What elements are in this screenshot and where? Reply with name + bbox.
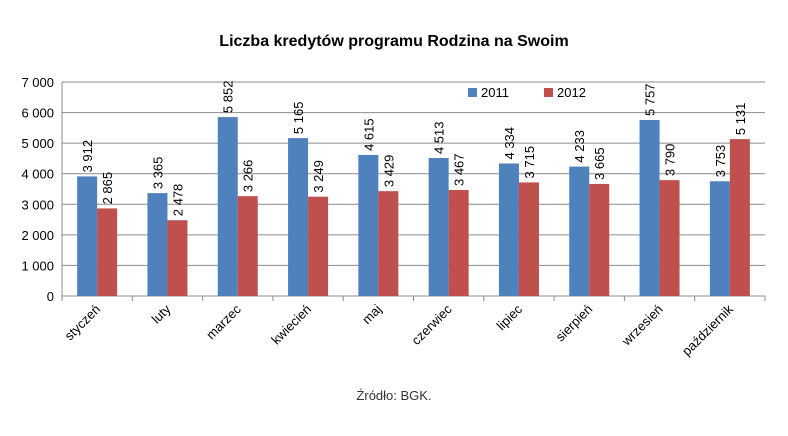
- x-tick-label: czerwiec: [408, 301, 455, 348]
- y-tick-label: 1 000: [21, 258, 54, 273]
- bar-2011: [147, 193, 168, 296]
- bar-2012: [659, 180, 680, 296]
- bar-2011: [569, 166, 590, 296]
- legend-label-2012: 2012: [557, 85, 586, 100]
- y-tick-label: 2 000: [21, 228, 54, 243]
- data-label-2012: 3 790: [663, 144, 678, 177]
- x-tick-label: luty: [149, 301, 174, 326]
- data-label-2012: 3 715: [522, 146, 537, 179]
- data-label-2011: 5 757: [643, 83, 658, 116]
- bar-2012: [378, 191, 399, 296]
- bar-2011: [358, 154, 379, 296]
- bar-2012: [518, 182, 539, 296]
- chart-source: Źródło: BGK.: [356, 388, 432, 403]
- data-label-2012: 5 131: [733, 103, 748, 136]
- bar-2011: [428, 158, 449, 296]
- x-tick-label: sierpień: [553, 302, 596, 345]
- data-label-2011: 3 912: [80, 140, 95, 173]
- data-label-2012: 3 665: [592, 147, 607, 180]
- y-tick-label: 3 000: [21, 197, 54, 212]
- bar-2011: [288, 138, 309, 296]
- data-label-2011: 3 365: [150, 157, 165, 190]
- bar-2012: [167, 220, 188, 296]
- data-label-2012: 3 266: [241, 160, 256, 193]
- data-label-2011: 5 165: [291, 102, 306, 135]
- y-tick-label: 5 000: [21, 136, 54, 151]
- legend-swatch-2012: [544, 88, 553, 97]
- x-tick-label: wrzesień: [618, 302, 666, 350]
- y-tick-label: 4 000: [21, 167, 54, 182]
- data-label-2011: 3 753: [713, 145, 728, 178]
- bar-2012: [237, 196, 258, 296]
- data-label-2011: 4 615: [361, 118, 376, 151]
- data-label-2012: 3 249: [311, 160, 326, 193]
- chart-title: Liczba kredytów programu Rodzina na Swoi…: [219, 33, 569, 50]
- bar-2012: [308, 196, 329, 296]
- bar-2012: [97, 208, 118, 296]
- bar-2012: [448, 190, 469, 296]
- y-tick-label: 6 000: [21, 106, 54, 121]
- data-label-2011: 5 852: [221, 81, 236, 114]
- bar-2012: [729, 139, 750, 296]
- y-tick-label: 0: [47, 289, 54, 304]
- x-tick-label: październik: [679, 301, 736, 358]
- bar-2011: [217, 117, 238, 296]
- bar-2011: [498, 163, 519, 296]
- data-label-2012: 3 467: [452, 153, 467, 186]
- data-label-2012: 2 865: [100, 172, 115, 205]
- data-label-2011: 4 233: [572, 130, 587, 163]
- x-tick-label: styczeń: [61, 302, 103, 344]
- legend-label-2011: 2011: [481, 85, 509, 100]
- data-label-2012: 3 429: [381, 155, 396, 188]
- x-tick-label: maj: [359, 301, 384, 326]
- bar-2011: [639, 120, 660, 297]
- x-tick-label: kwiecień: [268, 302, 314, 348]
- bar-2011: [77, 176, 98, 296]
- legend-swatch-2011: [468, 88, 477, 97]
- x-tick-label: marzec: [203, 301, 244, 342]
- bar-2012: [589, 183, 610, 296]
- x-tick-label: lipiec: [494, 301, 526, 333]
- data-label-2012: 2 478: [170, 184, 185, 217]
- y-tick-label: 7 000: [21, 75, 54, 90]
- data-label-2011: 4 513: [432, 121, 447, 154]
- bar-2011: [709, 181, 730, 296]
- data-label-2011: 4 334: [502, 127, 517, 160]
